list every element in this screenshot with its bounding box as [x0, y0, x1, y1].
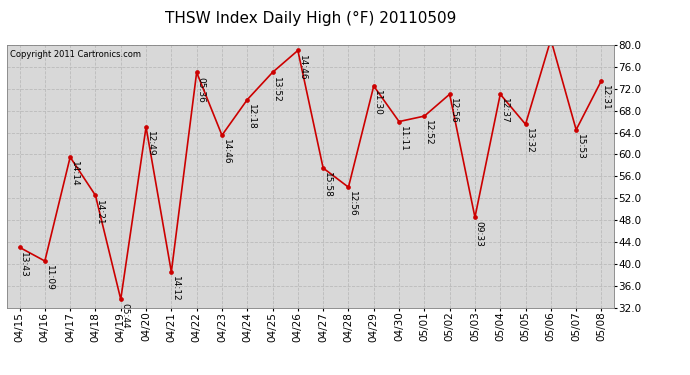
Text: 13:52: 13:52	[273, 76, 282, 102]
Text: 05:36: 05:36	[197, 76, 206, 102]
Text: 12:37: 12:37	[500, 98, 509, 124]
Text: 12:56: 12:56	[449, 98, 458, 124]
Text: THSW Index Daily High (°F) 20110509: THSW Index Daily High (°F) 20110509	[165, 11, 456, 26]
Text: 12:18: 12:18	[247, 104, 256, 130]
Text: 14:14: 14:14	[70, 161, 79, 187]
Text: 14:46: 14:46	[297, 55, 306, 80]
Text: 15:53: 15:53	[576, 134, 585, 160]
Text: 13:32: 13:32	[525, 129, 534, 154]
Text: 13:43: 13:43	[19, 252, 28, 277]
Text: 12:31: 12:31	[601, 85, 610, 111]
Text: 12:56: 12:56	[348, 191, 357, 217]
Text: 09:33: 09:33	[475, 221, 484, 247]
Text: Copyright 2011 Cartronics.com: Copyright 2011 Cartronics.com	[10, 50, 141, 59]
Text: 14:12: 14:12	[171, 276, 180, 302]
Text: 12:49: 12:49	[146, 131, 155, 157]
Text: 11:11: 11:11	[399, 126, 408, 152]
Text: 05:44: 05:44	[121, 303, 130, 329]
Text: 15:58: 15:58	[323, 172, 332, 198]
Text: 14:21: 14:21	[95, 200, 104, 225]
Text: 12:52: 12:52	[424, 120, 433, 146]
Text: 11:09: 11:09	[45, 265, 54, 291]
Text: 11:30: 11:30	[373, 90, 382, 116]
Text: 13:08: 13:08	[0, 374, 1, 375]
Text: 14:46: 14:46	[221, 140, 230, 165]
